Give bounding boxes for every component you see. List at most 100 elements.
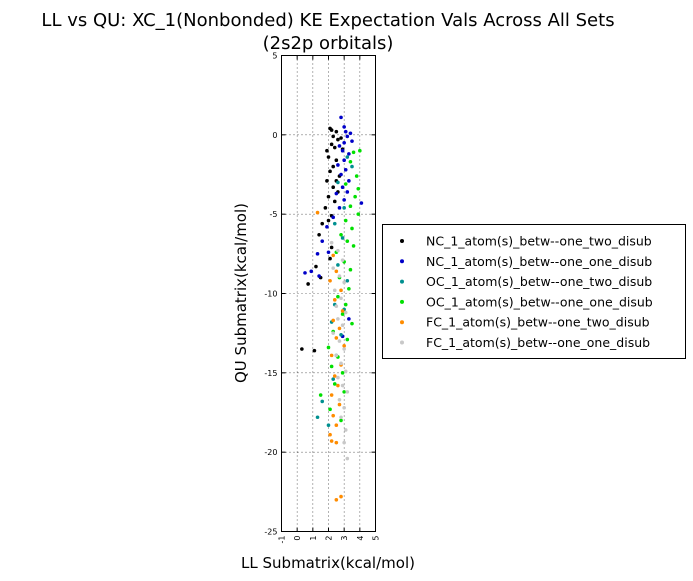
x-axis-label: LL Submatrix(kcal/mol): [241, 554, 415, 572]
data-point: [336, 375, 340, 380]
data-point: [329, 393, 334, 397]
data-point: [339, 288, 343, 293]
data-point: [342, 206, 346, 210]
data-point: [317, 232, 321, 237]
data-point: [326, 345, 331, 350]
data-point: [331, 413, 336, 418]
data-point: [303, 271, 307, 275]
data-point: [340, 258, 345, 262]
data-point: [345, 390, 350, 394]
data-point: [325, 148, 329, 153]
legend-marker: [400, 299, 404, 304]
data-point: [345, 134, 350, 139]
data-point: [342, 344, 346, 348]
y-tick-label: -20: [264, 448, 277, 457]
data-point: [312, 348, 317, 353]
data-point: [339, 296, 343, 301]
data-point: [348, 131, 353, 136]
data-point: [332, 145, 337, 150]
data-point: [328, 279, 332, 283]
legend-entry-label: NC_1_atom(s)_betw--one_one_disub: [426, 254, 652, 269]
data-point: [342, 347, 346, 351]
data-point: [345, 239, 350, 243]
data-point: [334, 129, 339, 134]
data-point: [331, 164, 336, 169]
data-point: [329, 240, 334, 245]
data-point: [329, 245, 334, 250]
data-point: [339, 172, 343, 177]
data-point: [336, 263, 340, 267]
data-point: [337, 274, 342, 278]
data-point: [315, 252, 320, 256]
data-point: [326, 250, 331, 255]
data-point: [340, 236, 345, 240]
data-point: [328, 432, 332, 437]
grid-lines: [281, 55, 376, 532]
data-point: [300, 347, 304, 351]
y-tick-label: 0: [272, 131, 277, 140]
data-point: [315, 415, 320, 420]
data-point: [339, 418, 343, 423]
data-points: [300, 115, 364, 502]
y-tick-label: -10: [264, 290, 277, 299]
data-point: [356, 186, 361, 191]
data-point: [336, 383, 340, 388]
data-point: [343, 218, 348, 223]
data-point: [347, 317, 351, 321]
data-point: [351, 244, 356, 248]
data-point: [337, 339, 342, 343]
data-point: [342, 198, 346, 202]
data-point: [342, 125, 346, 129]
data-point: [342, 440, 346, 445]
data-point: [342, 158, 346, 163]
axis-ticks: -1 0 1 2 3 4 550-5-10-15-20-25: [264, 52, 380, 544]
data-point: [348, 160, 353, 164]
data-point: [347, 286, 351, 291]
data-point: [315, 210, 320, 215]
data-point: [343, 428, 348, 432]
data-point: [325, 225, 329, 229]
data-point: [309, 269, 314, 274]
legend-entry-label: FC_1_atom(s)_betw--one_one_disub: [426, 335, 650, 350]
data-point: [332, 382, 337, 386]
data-point: [336, 317, 340, 321]
data-point: [354, 174, 359, 178]
data-point: [336, 137, 340, 142]
data-point: [339, 494, 343, 499]
y-tick-label: -25: [264, 528, 277, 537]
data-point: [329, 142, 334, 147]
data-point: [306, 282, 310, 286]
data-point: [358, 148, 362, 153]
data-point: [329, 128, 334, 132]
data-point: [332, 374, 337, 378]
data-point: [339, 232, 343, 237]
data-point: [340, 148, 345, 153]
y-axis-label: QU Submatrix(kcal/mol): [232, 203, 250, 383]
data-point: [339, 361, 343, 366]
data-point: [328, 407, 332, 412]
data-point: [356, 212, 361, 216]
data-point: [331, 253, 336, 258]
data-point: [336, 163, 340, 167]
data-point: [334, 440, 339, 445]
data-point: [334, 353, 339, 358]
data-point: [345, 337, 350, 342]
data-point: [339, 115, 343, 120]
data-point: [331, 185, 336, 189]
data-point: [343, 369, 348, 374]
data-point: [323, 206, 328, 210]
data-point: [326, 218, 331, 223]
data-point: [328, 169, 332, 174]
data-point: [337, 398, 342, 402]
data-point: [336, 294, 340, 299]
data-point: [320, 239, 325, 243]
legend-marker: [400, 259, 404, 264]
x-tick-label: 5: [372, 536, 381, 541]
x-tick-label: 0: [293, 536, 302, 541]
legend-marker: [400, 320, 404, 325]
y-tick-label: -5: [270, 210, 278, 219]
data-point: [340, 383, 345, 388]
y-tick-label: 5: [272, 52, 277, 61]
x-tick-label: 3: [340, 536, 349, 541]
